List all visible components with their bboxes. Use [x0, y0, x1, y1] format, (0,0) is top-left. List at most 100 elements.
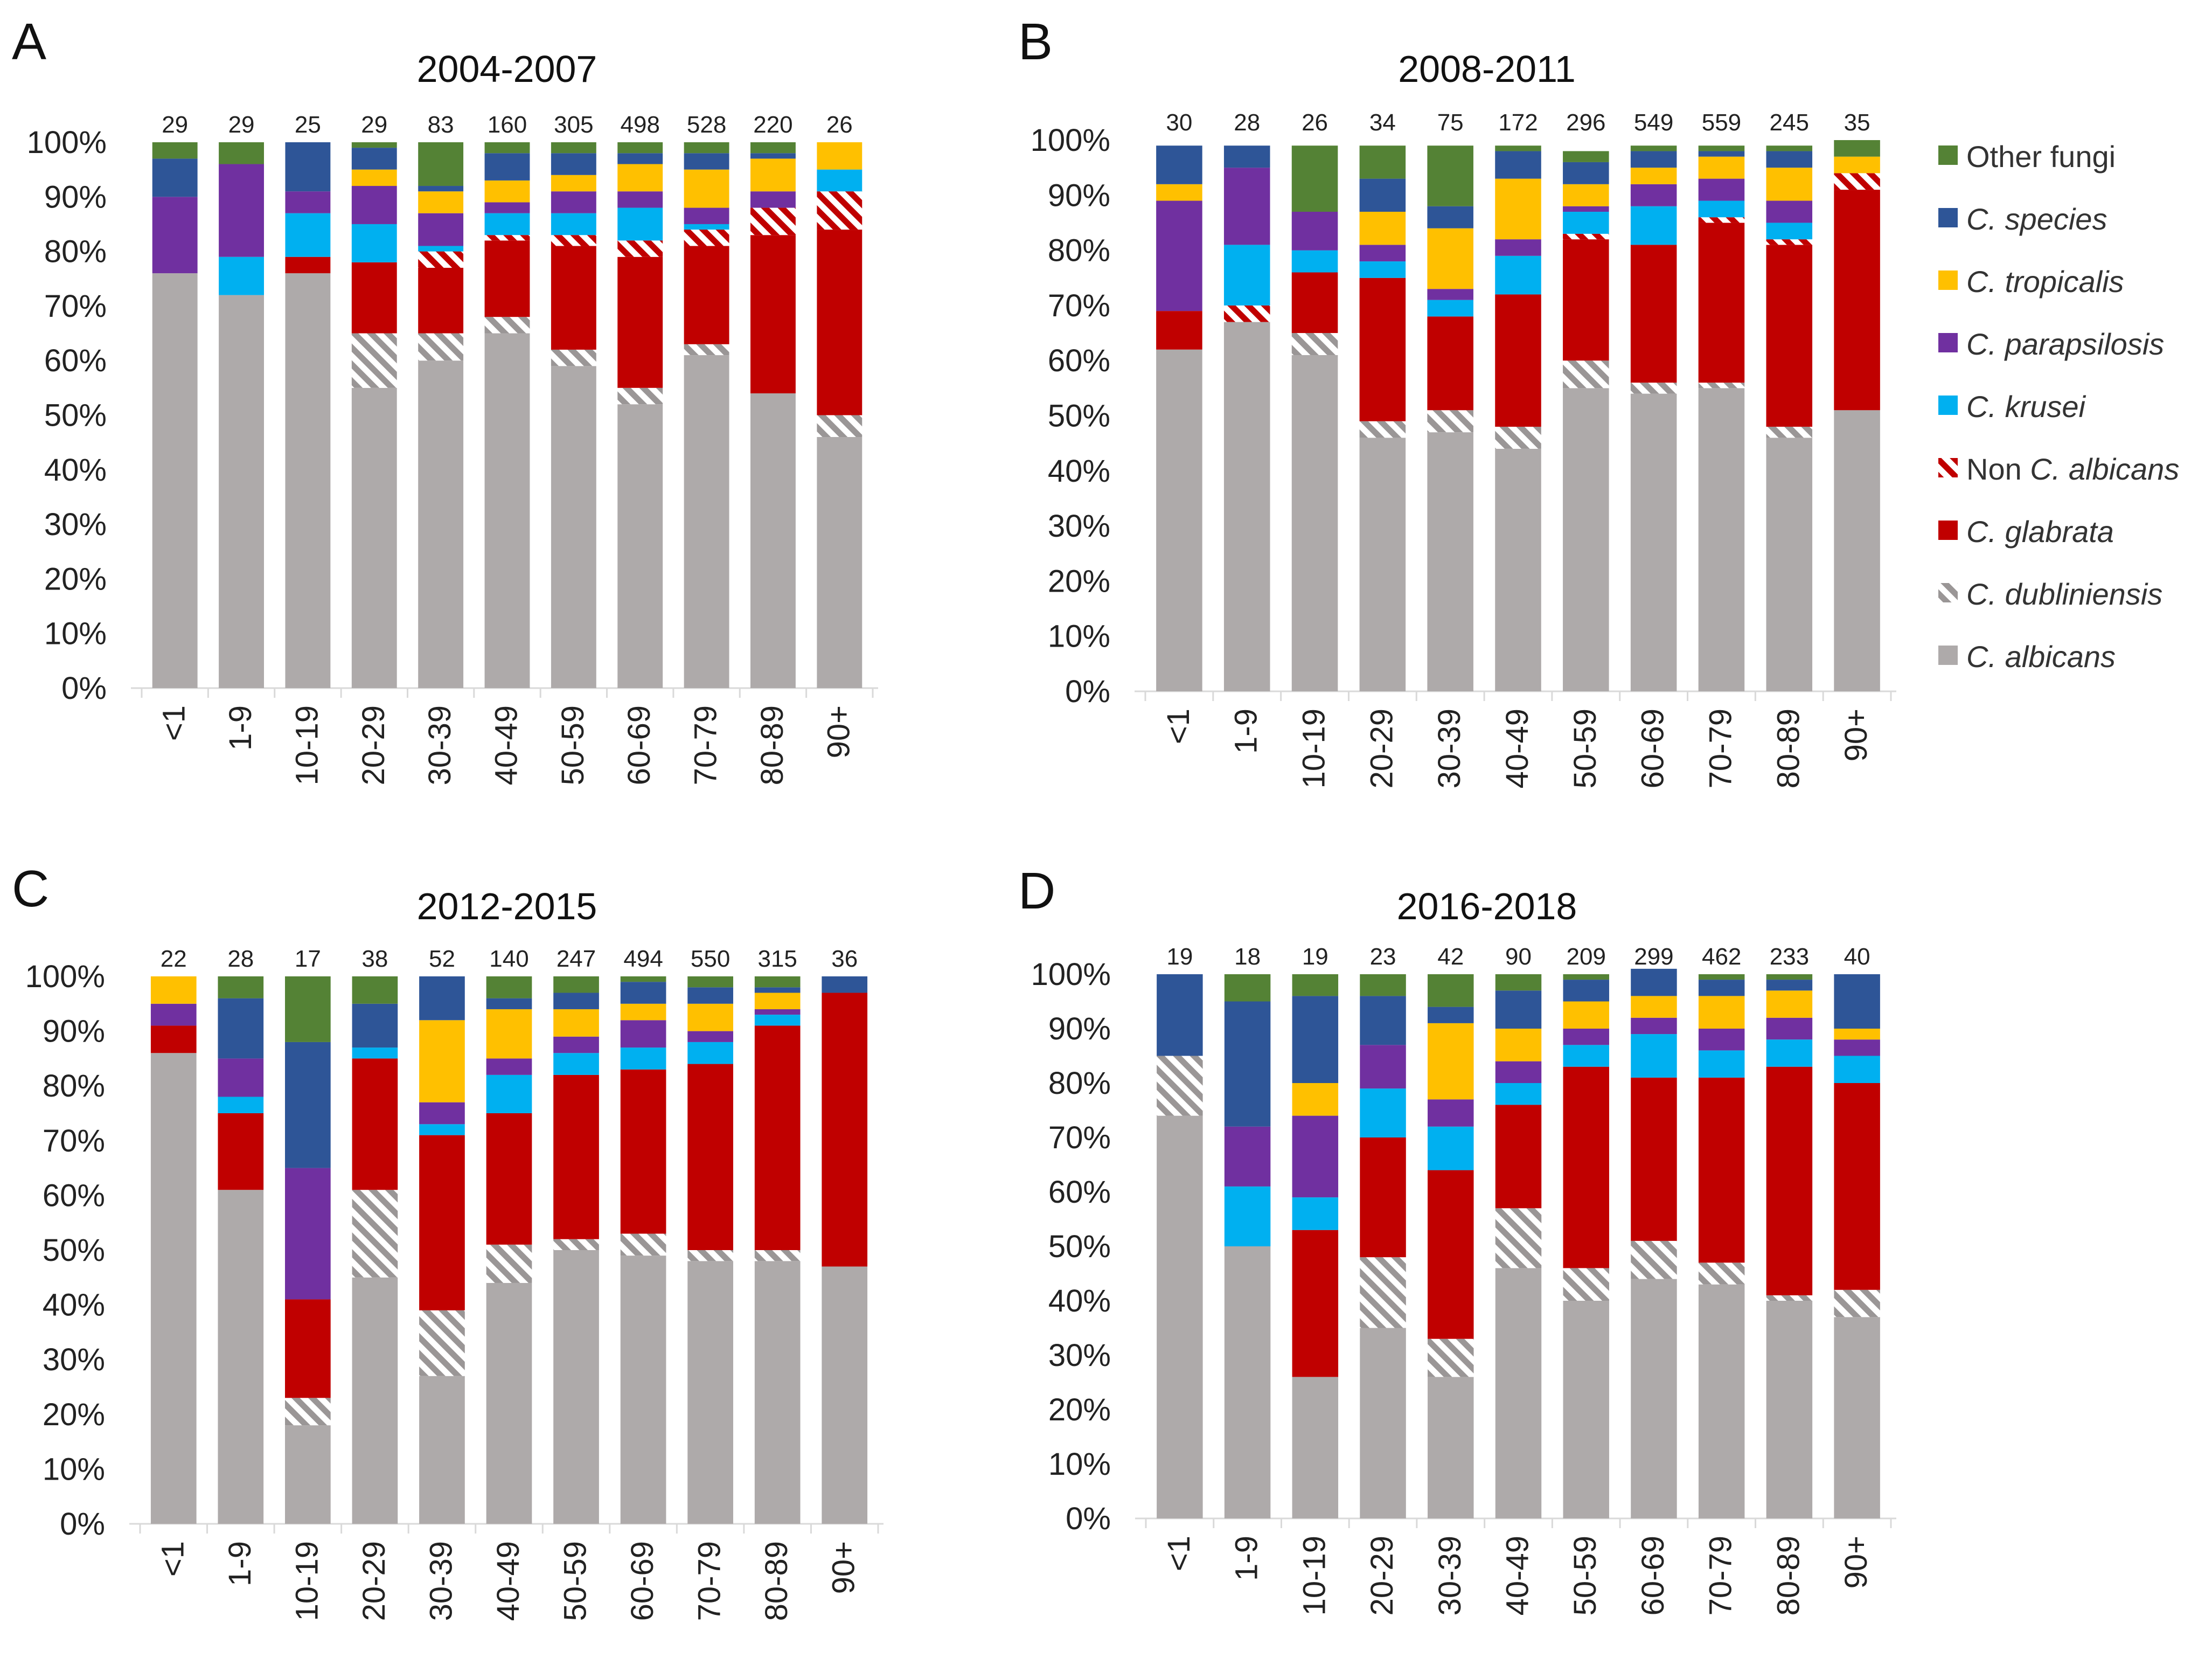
bar-segment-c-albicans — [1156, 349, 1202, 691]
bar-segment-c-species — [351, 148, 397, 170]
x-tick-label: 50-59 — [555, 705, 590, 785]
bar-segment-c-parapsilosis — [1428, 1099, 1474, 1127]
bar-segment-c-tropicalis — [687, 1003, 733, 1031]
count-label: 30 — [1166, 109, 1192, 136]
y-tick-label: 0% — [1066, 1501, 1111, 1536]
bar-segment-c-species — [1630, 151, 1677, 168]
panel-label: C — [12, 860, 49, 918]
legend-label: C. species — [1966, 202, 2107, 236]
bar-segment-c-species — [1427, 206, 1473, 228]
bar-segment-c-glabrata — [1563, 1066, 1609, 1268]
panel-label: A — [12, 13, 46, 71]
bar-segment-c-tropicalis — [486, 1009, 532, 1059]
bar-segment-c-parapsilosis — [1766, 1017, 1813, 1040]
y-tick-label: 90% — [1048, 1011, 1111, 1046]
legend-swatch — [1938, 458, 1958, 477]
x-tick-label: 10-19 — [1297, 1536, 1332, 1615]
bar-segment-c-species — [1563, 162, 1609, 184]
bar-segment-c-glabrata — [1495, 1105, 1542, 1209]
bar-segment-c-glabrata — [750, 235, 796, 393]
bar-segment-c-species — [1360, 996, 1406, 1045]
bar-segment-c-species — [684, 153, 729, 170]
count-label: 22 — [161, 946, 187, 972]
bar-segment-c-dubliniensis — [1766, 1295, 1813, 1301]
y-tick-label: 100% — [1031, 957, 1111, 992]
legend-label: Non C. albicans — [1966, 452, 2179, 486]
x-tick-label: 40-49 — [489, 705, 524, 785]
bar-segment-c-tropicalis — [1428, 1023, 1474, 1100]
bar-segment-c-krusei — [1698, 1050, 1745, 1078]
x-tick-label: 90+ — [826, 1541, 861, 1594]
y-tick-label: 60% — [44, 343, 107, 378]
y-tick-label: 80% — [44, 234, 107, 269]
bar-segment-c-albicans — [551, 366, 596, 688]
y-tick-label: 70% — [1048, 1120, 1111, 1155]
x-tick-label: 30-39 — [1432, 709, 1467, 788]
bar-segment-c-dubliniensis — [419, 1310, 465, 1376]
x-tick-label: 10-19 — [289, 705, 324, 785]
count-label: 528 — [687, 112, 726, 138]
bar-segment-c-parapsilosis — [419, 1102, 465, 1125]
legend-label-species: dubliniensis — [2005, 577, 2163, 611]
bar-segment-c-dubliniensis — [553, 1239, 599, 1250]
bar-segment-c-krusei — [1292, 1197, 1339, 1230]
bar-segment-other-fungi — [620, 976, 666, 982]
count-label: 29 — [361, 112, 387, 138]
x-tick-label: 50-59 — [1568, 709, 1603, 788]
bar-segment-other-fungi — [684, 142, 729, 154]
bar-segment-c-glabrata — [484, 240, 530, 317]
count-label: 498 — [621, 112, 660, 138]
bar-segment-c-albicans — [1360, 1328, 1406, 1518]
y-tick-label: 50% — [43, 1233, 105, 1268]
y-tick-label: 100% — [27, 125, 107, 160]
bar-segment-c-species — [1698, 151, 1745, 157]
bar-segment-c-albicans — [285, 273, 331, 688]
bar-segment-c-parapsilosis — [684, 207, 729, 224]
bar-segment-c-krusei — [351, 224, 397, 262]
bar-segment-c-dubliniensis — [1427, 410, 1473, 433]
x-tick-label: 1-9 — [222, 1541, 258, 1586]
panel-d: D 2016-2018 0% 10% 20% 30% 40% 50% 60% 70% 80% 90% 1… — [1018, 862, 1896, 1615]
bar-segment-c-dubliniensis — [486, 1244, 532, 1283]
bar-segment-c-tropicalis — [1698, 156, 1745, 179]
bar-segment-c-parapsilosis — [1359, 245, 1406, 262]
bar-segment-c-species — [1766, 151, 1813, 168]
x-tick-label: 20-29 — [357, 1541, 392, 1621]
count-label: 315 — [757, 946, 797, 972]
bar-segment-c-species — [484, 153, 530, 181]
bar-segment-c-albicans — [687, 1261, 733, 1524]
y-tick-label: 0% — [61, 671, 107, 706]
legend-label: C. glabrata — [1966, 515, 2114, 549]
bar-segment-c-dubliniensis — [1698, 383, 1745, 389]
count-label: 23 — [1370, 944, 1396, 970]
bar-segment-c-parapsilosis — [617, 191, 663, 208]
legend-label: C. tropicalis — [1966, 265, 2124, 299]
bar-segment-c-glabrata — [218, 1113, 264, 1190]
bar-segment-c-glabrata — [1292, 1230, 1339, 1377]
x-tick-label: <1 — [1161, 1536, 1197, 1571]
bar-segment-c-tropicalis — [351, 169, 397, 186]
bar-segment-c-dubliniensis — [1630, 383, 1677, 394]
count-label: 83 — [428, 112, 454, 138]
bar-segment-c-krusei — [484, 213, 530, 235]
bar-segment-c-glabrata — [822, 993, 868, 1267]
bar-segment-c-krusei — [219, 256, 264, 295]
bar-segment-c-glabrata — [553, 1074, 599, 1239]
bar-segment-c-albicans — [418, 360, 464, 688]
x-tick-label: 50-59 — [558, 1541, 593, 1621]
bar-segment-c-species — [285, 142, 331, 192]
y-tick-label: 90% — [43, 1014, 105, 1049]
legend-swatch — [1938, 646, 1958, 665]
bar-segment-c-tropicalis — [1359, 211, 1406, 245]
count-label: 140 — [489, 946, 528, 972]
bar-segment-c-krusei — [1563, 211, 1609, 234]
bar-segment-c-parapsilosis — [1698, 1029, 1745, 1051]
bar-segment-c-albicans — [1766, 1301, 1813, 1518]
bar-segment-c-species — [1631, 968, 1677, 996]
bar-segment-other-fungi — [1360, 974, 1406, 996]
legend-label-species: glabrata — [2005, 515, 2114, 549]
y-tick-label: 20% — [44, 561, 107, 596]
bar-segment-c-albicans — [754, 1261, 801, 1524]
bar-segment-c-dubliniensis — [620, 1233, 666, 1256]
